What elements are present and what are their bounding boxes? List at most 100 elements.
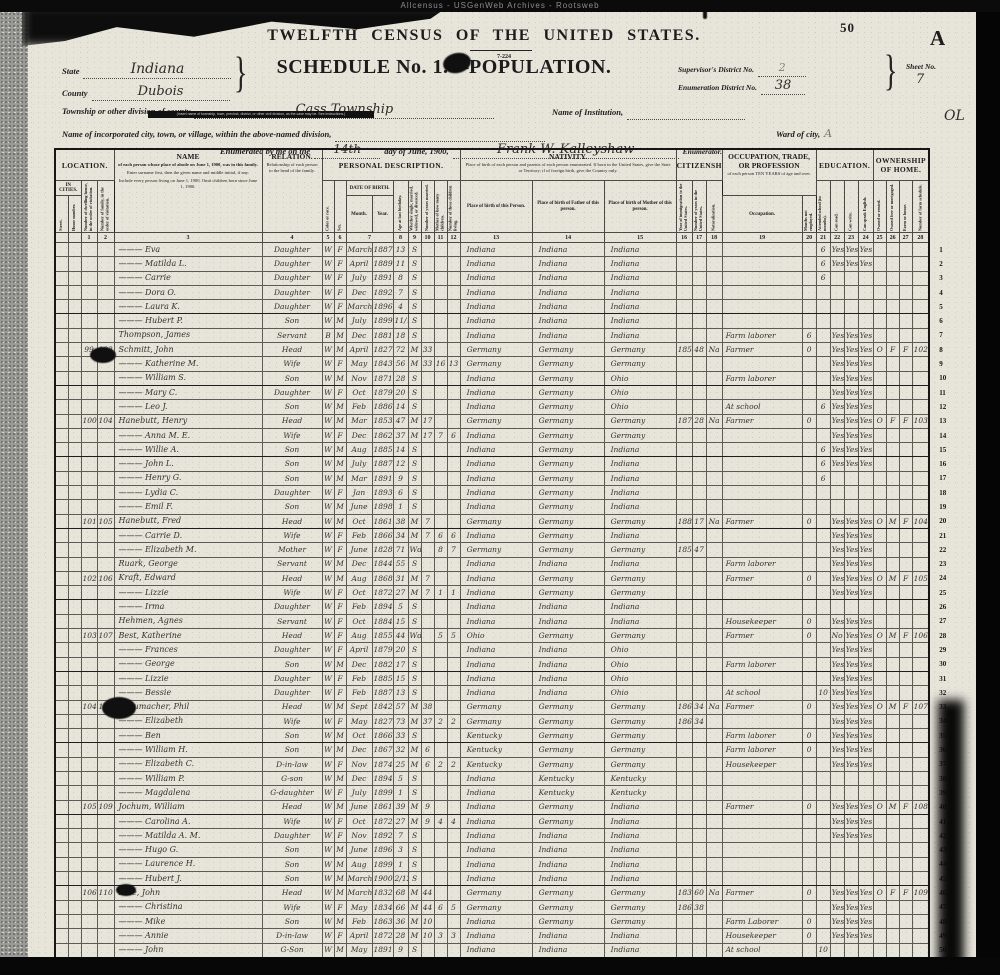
cell-occupation <box>721 871 803 887</box>
cell-street <box>54 556 69 572</box>
cell-years-married: 7 <box>420 527 435 544</box>
ward-label: Ward of city, <box>776 129 821 139</box>
cell-marital-status: S <box>407 942 422 959</box>
cell-father-birthplace: Germany <box>531 756 605 772</box>
cell-mother-of-children: 4 <box>433 813 448 830</box>
cell-name: ——— Hubert J. <box>113 871 263 887</box>
cell-street <box>54 542 69 558</box>
cell-immigration-year <box>675 313 693 329</box>
cell-birth-year: 1828 <box>371 542 394 558</box>
cell-farm-schedule <box>911 585 930 601</box>
cell-can-read <box>829 284 845 301</box>
cell-birthplace: Indiana <box>459 485 533 501</box>
cell-farm-schedule <box>911 685 930 701</box>
cell-years-married <box>420 856 435 873</box>
column-number: 22 <box>829 232 845 243</box>
cell-children-living <box>446 513 461 529</box>
cell-home-owned <box>872 427 887 444</box>
cell-free-or-mortgaged <box>885 527 900 544</box>
cell-relation: Head <box>261 570 323 587</box>
cell-birth-year: 1866 <box>371 728 394 744</box>
cell-free-or-mortgaged <box>885 356 900 372</box>
cell-mother-birthplace: Indiana <box>603 256 677 272</box>
cell-father-birthplace: Kentucky <box>531 770 605 787</box>
cell-age: 18 <box>392 327 409 344</box>
cell-father-birthplace: Germany <box>531 899 605 915</box>
title-rule <box>470 50 532 51</box>
cell-naturalization <box>705 499 723 515</box>
column-number: 10 <box>420 232 435 243</box>
cell-line-number: 29 <box>928 642 964 658</box>
cell-can-write: Yes <box>843 642 859 658</box>
cell-age: 27 <box>392 585 409 601</box>
cell-relation: Son <box>261 456 323 472</box>
cell-birth-month: Oct <box>345 728 373 744</box>
cell-relation: Daughter <box>261 299 323 315</box>
cell-house-number <box>67 427 82 444</box>
cell-sex: M <box>333 342 347 358</box>
cell-can-write: Yes <box>843 342 859 358</box>
cell-house-number <box>67 413 82 429</box>
cell-mother-of-children <box>433 413 448 429</box>
cell-birth-year: 1863 <box>371 913 394 930</box>
column-number: 26 <box>885 232 900 243</box>
cell-immigration-year <box>675 628 693 644</box>
scan-edge-right <box>976 0 1000 974</box>
cell-can-speak-english: Yes <box>857 442 874 458</box>
cell-can-read: Yes <box>829 513 845 529</box>
cell-house-number <box>67 284 82 301</box>
cell-years-married: 33 <box>420 342 435 358</box>
cell-mother-birthplace: Indiana <box>603 599 677 615</box>
cell-name: ——— Willie A. <box>113 442 263 458</box>
column-number: 7 <box>345 232 394 243</box>
cell-age: 13 <box>392 685 409 701</box>
cell-years-married <box>420 327 435 344</box>
cell-free-or-mortgaged <box>885 742 900 758</box>
cell-naturalization <box>705 742 723 758</box>
cell-can-speak-english: Yes <box>857 384 874 401</box>
census-row: ——— Annie D-in-law W F April 1872 28 M 10 3 3 India… <box>54 928 964 944</box>
cell-immigration-year <box>675 642 693 658</box>
cell-father-birthplace: Germany <box>531 370 605 386</box>
cell-free-or-mortgaged: M <box>885 799 900 815</box>
column-number: 4 <box>261 232 323 243</box>
children-living-header: Number of these children living. <box>447 180 461 233</box>
column-number-row: 1 2 3 4 5 6 7 8 9 10 11 12 13 14 15 16 17 18 19 20 21 22 23 24 2… <box>54 232 963 243</box>
cell-mother-of-children <box>433 485 448 501</box>
cell-can-speak-english <box>857 270 874 286</box>
cell-relation: Son <box>261 871 323 887</box>
cell-occupation <box>721 284 803 301</box>
cell-marital-status: S <box>407 270 422 286</box>
cell-color: W <box>321 456 335 472</box>
cell-name: ——— Eva <box>113 241 263 258</box>
supervisors-district-value: 2 <box>778 61 786 74</box>
cell-marital-status: S <box>407 685 422 701</box>
cell-years-in-us <box>691 427 707 444</box>
cell-name: ——— Mary C. <box>113 384 263 401</box>
cell-free-or-mortgaged <box>885 384 900 401</box>
cell-marital-status: Wd <box>407 542 422 558</box>
cell-children-living <box>446 670 461 687</box>
cell-children-living <box>446 728 461 744</box>
cell-months-not-employed <box>801 241 817 258</box>
cell-street <box>54 485 69 501</box>
cell-father-birthplace: Germany <box>531 885 605 901</box>
cell-free-or-mortgaged <box>885 284 900 301</box>
cell-children-living <box>446 570 461 587</box>
cell-father-birthplace: Germany <box>531 628 605 644</box>
cell-farm-or-house <box>898 913 913 930</box>
cell-years-married: 6 <box>420 756 435 772</box>
cell-mother-birthplace: Indiana <box>603 799 677 815</box>
cell-immigration-year: 1852 <box>675 342 693 358</box>
cell-school-months: 6 <box>815 270 831 286</box>
cell-dwelling-number <box>80 670 98 687</box>
cell-name: ——— William P. <box>113 770 263 787</box>
cell-can-speak-english: Yes <box>857 413 874 429</box>
cell-school-months <box>815 556 831 572</box>
cell-months-not-employed <box>801 685 817 701</box>
cell-birth-year: 1843 <box>371 356 394 372</box>
cell-years-in-us: 28 <box>691 413 707 429</box>
cell-name: ——— Hugo G. <box>113 842 263 858</box>
cell-birth-year: 1885 <box>371 442 394 458</box>
cell-color: W <box>321 399 335 415</box>
